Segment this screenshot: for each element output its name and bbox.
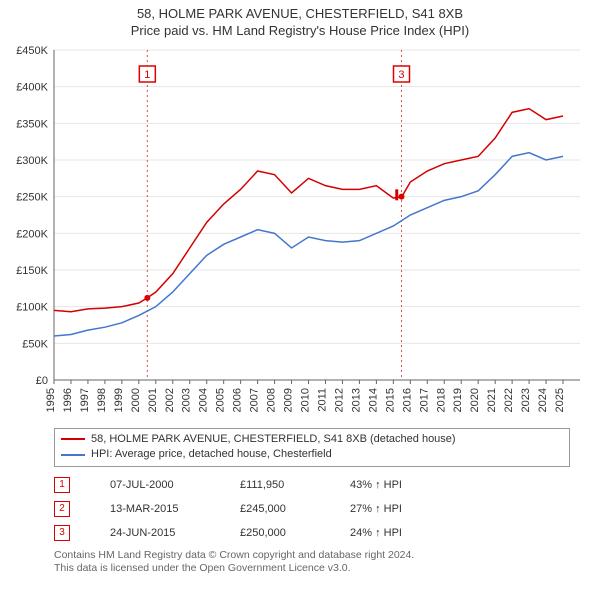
tx-marker: 3 (54, 525, 70, 541)
tx-price: £111,950 (240, 479, 310, 491)
svg-text:£300K: £300K (16, 155, 48, 167)
legend-label: 58, HOLME PARK AVENUE, CHESTERFIELD, S41… (91, 432, 456, 447)
chart-area: £0 £50K £100K £150K £200K £250K £300K £350K £400… (0, 40, 600, 420)
svg-text:2005: 2005 (215, 388, 227, 412)
svg-text:£350K: £350K (16, 118, 48, 130)
tx-date: 07-JUL-2000 (110, 479, 200, 491)
svg-text:2024: 2024 (537, 388, 549, 412)
transaction-row: 3 24-JUN-2015 £250,000 24% ↑ HPI (54, 521, 570, 545)
legend-item: HPI: Average price, detached house, Ches… (61, 447, 563, 462)
legend-swatch (61, 438, 85, 440)
title-line2: Price paid vs. HM Land Registry's House … (0, 23, 600, 40)
svg-text:2000: 2000 (130, 388, 142, 412)
tx-price: £250,000 (240, 527, 310, 539)
svg-text:2010: 2010 (300, 388, 312, 412)
svg-text:2021: 2021 (486, 388, 498, 412)
tx-date: 13-MAR-2015 (110, 503, 200, 515)
legend-label: HPI: Average price, detached house, Ches… (91, 447, 332, 462)
svg-text:2018: 2018 (435, 388, 447, 412)
svg-text:2007: 2007 (249, 388, 261, 412)
svg-text:2020: 2020 (469, 388, 481, 412)
svg-text:1995: 1995 (45, 388, 57, 412)
svg-text:2004: 2004 (198, 388, 210, 412)
svg-text:2008: 2008 (266, 388, 278, 412)
svg-text:2016: 2016 (401, 388, 413, 412)
svg-text:1: 1 (144, 69, 150, 81)
svg-text:1997: 1997 (79, 388, 91, 412)
transactions-table: 1 07-JUL-2000 £111,950 43% ↑ HPI 2 13-MAR-201… (54, 473, 570, 545)
svg-text:2002: 2002 (164, 388, 176, 412)
svg-text:£450K: £450K (16, 45, 48, 57)
title-line1: 58, HOLME PARK AVENUE, CHESTERFIELD, S41… (0, 6, 600, 23)
tx-marker: 2 (54, 501, 70, 517)
svg-text:2025: 2025 (554, 388, 566, 412)
transaction-row: 1 07-JUL-2000 £111,950 43% ↑ HPI (54, 473, 570, 497)
footer-attribution: Contains HM Land Registry data © Crown c… (54, 549, 570, 575)
svg-text:2019: 2019 (452, 388, 464, 412)
svg-text:1996: 1996 (62, 388, 74, 412)
svg-text:£100K: £100K (16, 301, 48, 313)
svg-text:£150K: £150K (16, 265, 48, 277)
svg-text:2012: 2012 (333, 388, 345, 412)
tx-delta: 43% ↑ HPI (350, 479, 402, 491)
transaction-row: 2 13-MAR-2015 £245,000 27% ↑ HPI (54, 497, 570, 521)
svg-text:2015: 2015 (384, 388, 396, 412)
svg-text:2022: 2022 (503, 388, 515, 412)
legend-swatch (61, 454, 85, 456)
svg-text:2009: 2009 (283, 388, 295, 412)
svg-text:2013: 2013 (350, 388, 362, 412)
svg-text:£400K: £400K (16, 81, 48, 93)
tx-price: £245,000 (240, 503, 310, 515)
tx-delta: 27% ↑ HPI (350, 503, 402, 515)
tx-delta: 24% ↑ HPI (350, 527, 402, 539)
footer-line2: This data is licensed under the Open Gov… (54, 562, 570, 575)
svg-text:1999: 1999 (113, 388, 125, 412)
tx-marker: 1 (54, 477, 70, 493)
legend-item: 58, HOLME PARK AVENUE, CHESTERFIELD, S41… (61, 432, 563, 447)
svg-text:3: 3 (398, 69, 404, 81)
svg-text:2017: 2017 (418, 388, 430, 412)
tx-date: 24-JUN-2015 (110, 527, 200, 539)
svg-text:£250K: £250K (16, 191, 48, 203)
footer-line1: Contains HM Land Registry data © Crown c… (54, 549, 570, 562)
svg-text:2011: 2011 (316, 388, 328, 412)
svg-text:2014: 2014 (367, 388, 379, 412)
svg-text:1998: 1998 (96, 388, 108, 412)
legend: 58, HOLME PARK AVENUE, CHESTERFIELD, S41… (54, 428, 570, 467)
chart-title: 58, HOLME PARK AVENUE, CHESTERFIELD, S41… (0, 0, 600, 40)
svg-text:£200K: £200K (16, 228, 48, 240)
svg-text:£0: £0 (36, 375, 48, 387)
svg-text:2006: 2006 (232, 388, 244, 412)
line-chart: £0 £50K £100K £150K £200K £250K £300K £350K £400… (0, 40, 600, 420)
svg-text:2023: 2023 (520, 388, 532, 412)
svg-text:£50K: £50K (22, 338, 48, 350)
svg-text:2003: 2003 (181, 388, 193, 412)
svg-text:2001: 2001 (147, 388, 159, 412)
